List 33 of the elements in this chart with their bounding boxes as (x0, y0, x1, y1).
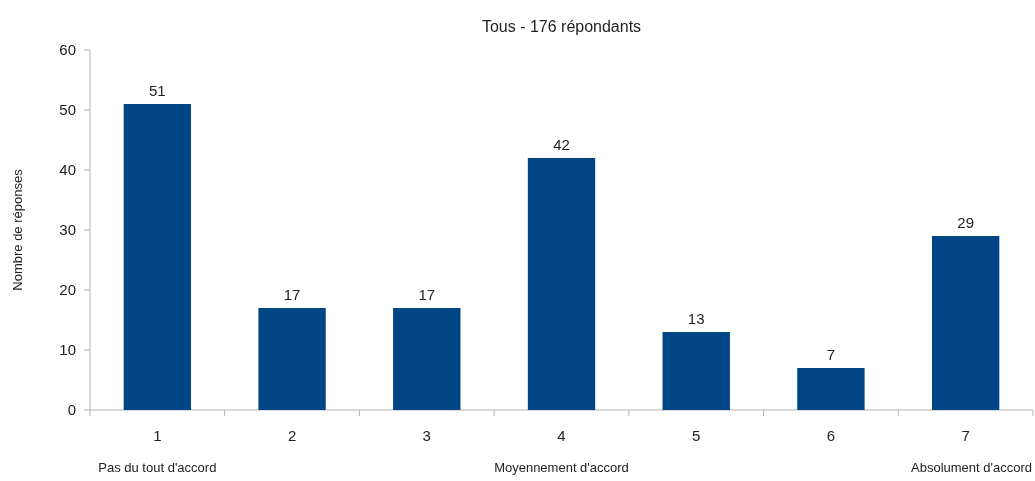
x-tick-label: 2 (287, 427, 297, 444)
data-label: 17 (283, 286, 301, 303)
y-tick-label: 60 (59, 41, 76, 58)
x-tick-label: 1 (153, 427, 162, 444)
x-tick-label: 4 (557, 427, 566, 444)
x-tick-label: 5 (692, 427, 701, 444)
bar (393, 308, 461, 410)
data-label: 29 (957, 214, 974, 231)
bar (931, 236, 1000, 410)
y-tick-label: 50 (59, 101, 76, 118)
x-tick-label: 7 (961, 427, 970, 444)
bar (662, 332, 730, 410)
data-label: 7 (826, 346, 836, 363)
chart-title: Tous - 176 répondants (481, 18, 642, 35)
data-label: 17 (418, 286, 436, 303)
y-tick-label: 40 (59, 161, 76, 178)
y-tick-label: 20 (59, 281, 76, 298)
bar (258, 308, 326, 410)
text: Pas du tout d'accord (98, 460, 217, 475)
y-axis-title: Nombre de réponses (10, 168, 25, 291)
y-tick-label: 30 (59, 221, 76, 238)
bar (797, 368, 865, 410)
y-tick-label: 10 (59, 341, 76, 358)
text: Moyennement d'accord (494, 460, 629, 475)
bar (123, 104, 192, 410)
text: Absolument d'accord (911, 460, 1032, 475)
x-tick-label: 3 (422, 427, 431, 444)
data-label: 51 (149, 82, 166, 99)
data-label: 13 (687, 310, 705, 327)
data-label: 42 (553, 136, 570, 153)
bar (527, 158, 596, 410)
y-tick-label: 0 (67, 401, 76, 418)
x-tick-label: 6 (826, 427, 836, 444)
